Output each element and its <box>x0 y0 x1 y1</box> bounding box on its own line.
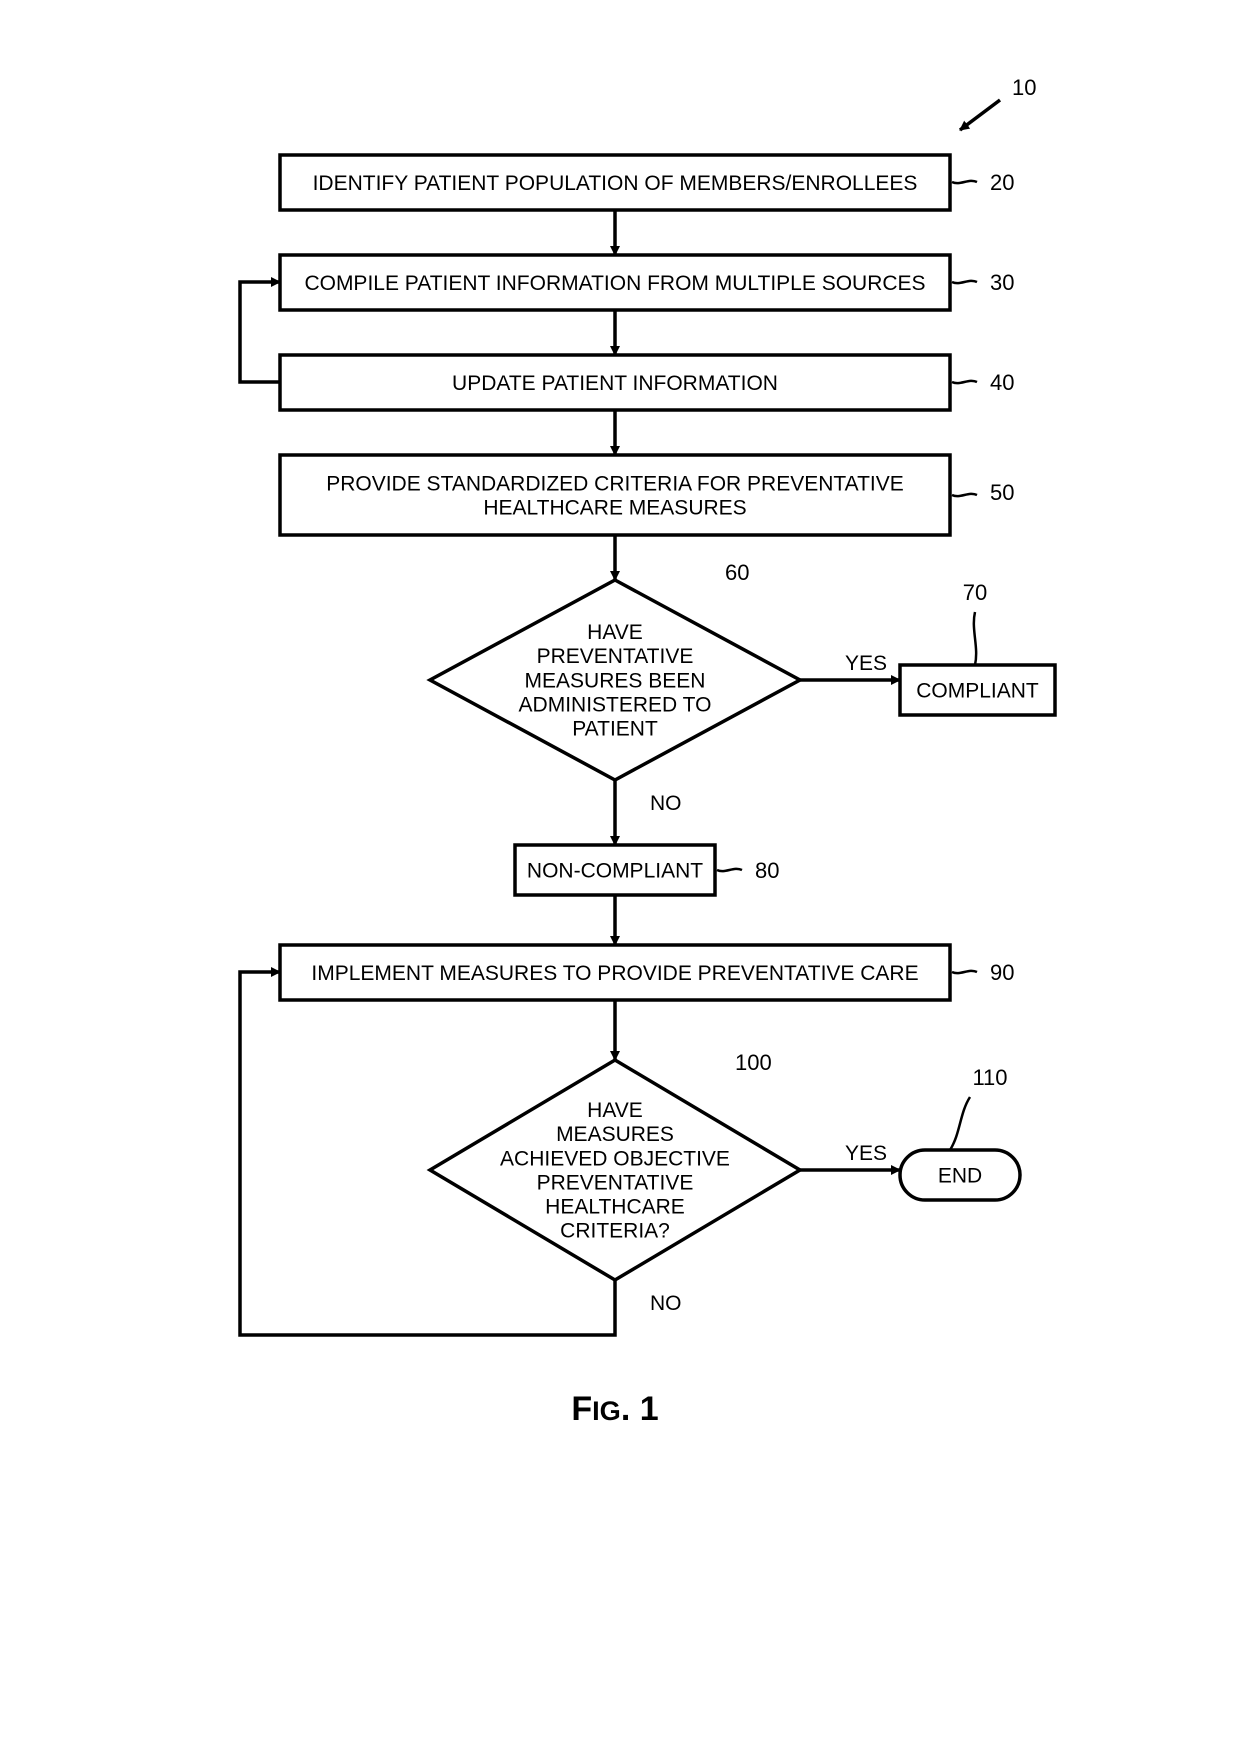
flow-box-text-n70: COMPLIANT <box>916 679 1039 702</box>
edge-label-9: NO <box>650 1292 682 1315</box>
ref-label-n90: 90 <box>990 960 1014 985</box>
flow-box-text-n40: UPDATE PATIENT INFORMATION <box>452 372 778 395</box>
lead-n30 <box>952 281 977 283</box>
ref-label-n100: 100 <box>735 1050 772 1075</box>
figure-caption: FIG. 1 <box>571 1390 658 1428</box>
flowchart-canvas: 10 IDENTIFY PATIENT POPULATION OF MEMBERS… <box>0 0 1240 1751</box>
lead-n40 <box>952 381 977 383</box>
ref-label-n60: 60 <box>725 560 749 585</box>
ref-label-n70: 70 <box>963 580 987 605</box>
edge-label-5: NO <box>650 792 682 815</box>
ref-label-n40: 40 <box>990 370 1014 395</box>
flow-box-text-n20: IDENTIFY PATIENT POPULATION OF MEMBERS/E… <box>313 172 918 195</box>
lead-n110 <box>950 1097 970 1150</box>
flow-box-text-n90: IMPLEMENT MEASURES TO PROVIDE PREVENTATI… <box>311 962 918 985</box>
ref-label-n30: 30 <box>990 270 1014 295</box>
ref-label-n20: 20 <box>990 170 1014 195</box>
lead-n50 <box>952 494 977 496</box>
ref-label-n80: 80 <box>755 858 779 883</box>
lead-n80 <box>717 869 742 871</box>
edge-label-8: YES <box>845 1142 887 1165</box>
lead-n90 <box>952 971 977 973</box>
edge-label-4: YES <box>845 652 887 675</box>
lead-n70 <box>974 612 976 665</box>
ref-label-n50: 50 <box>990 480 1014 505</box>
flow-box-text-n80: NON-COMPLIANT <box>527 859 703 882</box>
ref-label-n110: 110 <box>972 1065 1007 1090</box>
overall-lead <box>960 100 1000 130</box>
edge-10 <box>240 282 280 382</box>
overall-label: 10 <box>1012 75 1036 100</box>
lead-n20 <box>952 181 977 183</box>
flow-box-text-n30: COMPILE PATIENT INFORMATION FROM MULTIPL… <box>304 272 925 295</box>
flow-terminator-text-n110: END <box>938 1164 982 1187</box>
